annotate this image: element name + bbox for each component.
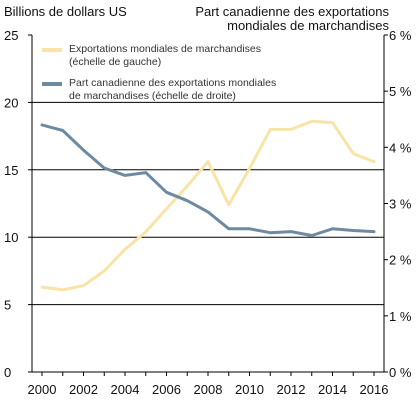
legend: Exportations mondiales de marchandises(é… <box>42 43 276 102</box>
left-tick-label: 20 <box>4 95 18 110</box>
right-tick-label: 0 % <box>389 365 412 380</box>
x-tick-label: 2002 <box>69 382 98 397</box>
x-tick-label: 2016 <box>360 382 389 397</box>
right-tick-label: 3 % <box>389 197 412 212</box>
series-line-2 <box>40 123 376 237</box>
series-line-1 <box>40 119 376 292</box>
right-axis-title-line-2: mondiales de marchandises <box>227 18 389 33</box>
right-axis-title-line-1: Part canadienne des exportations <box>195 4 389 19</box>
left-tick-label: 25 <box>4 28 18 43</box>
x-tick-label: 2008 <box>194 382 223 397</box>
right-tick-label: 4 % <box>389 140 412 155</box>
right-tick-label: 1 % <box>389 309 412 324</box>
right-tick-label: 6 % <box>389 28 412 43</box>
axis-titles: Billions de dollars US Part canadienne d… <box>4 4 389 33</box>
legend-label-2-line-1: Part canadienne des exportations mondial… <box>69 77 276 89</box>
right-tick-label: 5 % <box>389 84 412 99</box>
series-lines <box>40 119 376 292</box>
x-tick-label: 2012 <box>277 382 306 397</box>
left-axis-title: Billions de dollars US <box>4 4 127 19</box>
left-tick-label: 0 <box>4 365 11 380</box>
x-tick-label: 2010 <box>235 382 264 397</box>
right-tick-label: 2 % <box>389 253 412 268</box>
x-tick-label: 2006 <box>152 382 181 397</box>
x-tick-label: 2000 <box>28 382 57 397</box>
x-tick-label: 2004 <box>111 382 140 397</box>
legend-label-1-line-1: Exportations mondiales de marchandises <box>69 43 261 55</box>
left-tick-label: 15 <box>4 163 18 178</box>
legend-label-1-line-2: (échelle de gauche) <box>69 56 161 68</box>
gridlines <box>32 101 384 306</box>
x-tick-label: 2014 <box>318 382 347 397</box>
legend-label-2-line-2: de marchandises (échelle de droite) <box>69 90 236 102</box>
left-tick-label: 5 <box>4 298 11 313</box>
axes: 0 5 10 15 20 25 0 % 1 % 2 % 3 % 4 % 5 % 6 % 2000 2002 2… <box>4 28 412 397</box>
left-tick-label: 10 <box>4 230 18 245</box>
